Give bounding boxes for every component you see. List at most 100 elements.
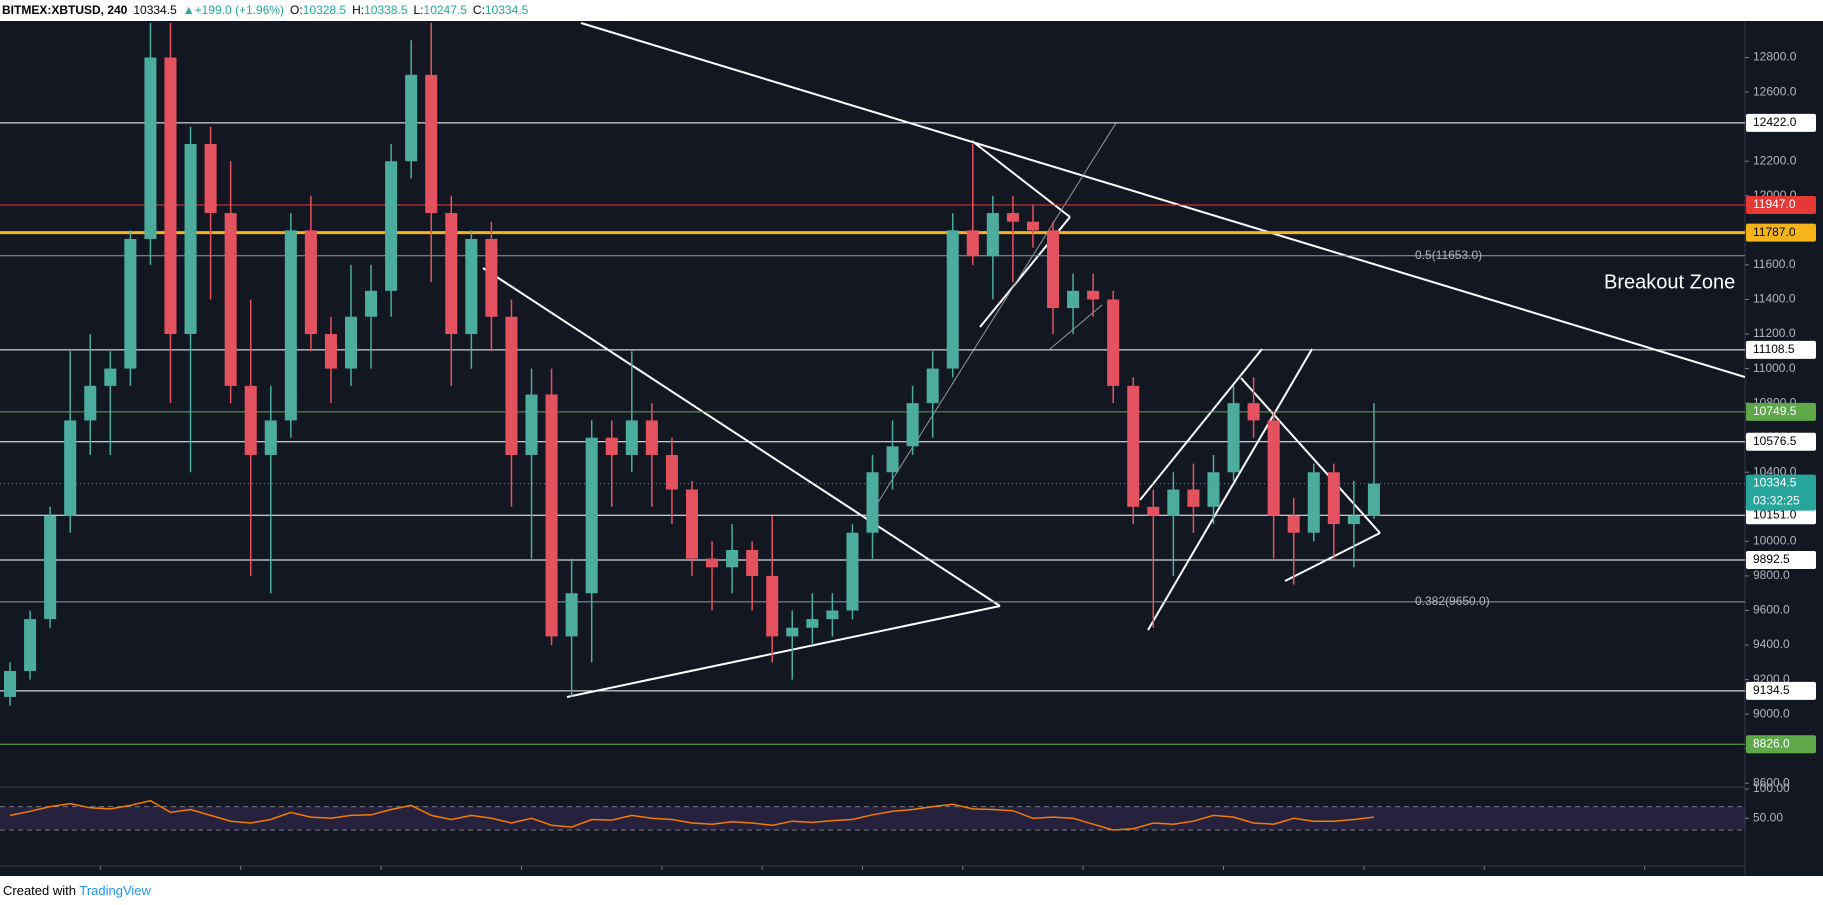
x-tick-label: 27: [756, 874, 770, 876]
candle-body: [826, 610, 839, 620]
candle-body: [344, 316, 358, 369]
x-tick-label: 15: [515, 874, 529, 876]
level-label-box: [1746, 735, 1816, 754]
fib-label: 0.5(11653.0): [1415, 248, 1482, 262]
fib-label: 0.382(9650.0): [1415, 594, 1490, 608]
last-price-box: [1746, 474, 1816, 511]
level-label-box: [1746, 402, 1816, 421]
brand: TradingView: [79, 883, 151, 898]
candle-body: [746, 550, 759, 576]
candle-body: [284, 230, 297, 421]
level-label: 10576.5: [1753, 434, 1797, 448]
created-with: Created with: [3, 883, 76, 898]
candle-body: [1167, 489, 1180, 516]
change-text: +199.0 (+1.96%): [194, 3, 285, 17]
level-label-box: [1746, 113, 1816, 132]
candle-body: [204, 143, 217, 214]
marks: 8600.08800.09000.09200.09400.09600.09800…: [0, 23, 1816, 876]
candle-body: [84, 385, 97, 421]
y-tick-label: 9400.0: [1753, 637, 1790, 651]
trendline: [482, 267, 1001, 607]
x-tick-label: 24: [94, 874, 108, 876]
candle-body: [385, 161, 398, 291]
candle-body: [4, 670, 17, 697]
candle-body: [525, 394, 538, 455]
candle-body: [164, 57, 177, 335]
level-label: 9892.5: [1753, 552, 1790, 566]
footer: Created with TradingView: [0, 876, 1823, 905]
price-pane: [0, 23, 1745, 745]
countdown: 03:32:25: [1753, 494, 1800, 508]
symbol: BITMEX:XBTUSD, 240: [2, 3, 128, 17]
candle-body: [405, 74, 418, 162]
y-tick-label: 12600.0: [1753, 84, 1797, 98]
annotation: Breakout Zone: [1604, 271, 1735, 293]
header: BITMEX:XBTUSD, 240 10334.5 ▲+199.0 (+1.9…: [0, 0, 1823, 21]
x-tick-label: 8: [378, 874, 385, 876]
level-label: 11947.0: [1753, 197, 1796, 211]
candle-body: [1367, 483, 1380, 516]
up-arrow: ▲: [182, 3, 195, 17]
candle-body: [1026, 221, 1039, 231]
candle-body: [1107, 299, 1120, 386]
candle-body: [365, 290, 378, 317]
candle-body: [585, 437, 598, 594]
ohlc: C:10334.5: [473, 0, 528, 21]
level-label: 11787.0: [1753, 225, 1796, 239]
level-label-box: [1746, 681, 1816, 700]
candle-body: [846, 532, 859, 611]
x-tick-label: 22: [655, 874, 669, 876]
candle-body: [1327, 472, 1340, 525]
x-tick-label: 12: [1076, 874, 1090, 876]
level-label-box: [1746, 195, 1816, 214]
candle-body: [1347, 515, 1360, 525]
trendline: [580, 22, 1745, 378]
chart: 8600.08800.09000.09200.09400.09600.09800…: [0, 21, 1823, 876]
candle-body: [706, 558, 719, 568]
trendline: [1284, 532, 1381, 582]
candle-body: [505, 316, 518, 455]
candle-body: [124, 238, 137, 369]
x-tick-label: 26: [1357, 874, 1371, 876]
candle-body: [64, 420, 77, 516]
y-tick-label: 9600.0: [1753, 603, 1790, 617]
candle-body: [244, 385, 257, 455]
x-tick-label: Aug: [852, 874, 873, 876]
candle-body: [986, 213, 999, 257]
ohlc: O:10328.5: [290, 0, 346, 21]
ohlc: L:10247.5: [414, 0, 467, 21]
y-tick-label: 10000.0: [1753, 534, 1797, 548]
level-label: 10151.0: [1753, 507, 1797, 521]
trendline: [971, 140, 1071, 218]
candle-body: [1006, 213, 1019, 222]
y-tick-label: 11600.0: [1753, 257, 1796, 271]
level-label: 11108.5: [1753, 342, 1795, 356]
last-price: 10334.5: [133, 3, 177, 17]
trendline: [566, 605, 1001, 698]
candle-body: [24, 619, 37, 671]
ohlc-label: L:: [413, 3, 424, 17]
candle-body: [1267, 420, 1280, 516]
candle-body: [425, 74, 438, 214]
candle-body: [766, 575, 779, 637]
ohlc-value: 10334.5: [484, 3, 529, 17]
candle-body: [1307, 472, 1320, 533]
level-label: 8826.0: [1753, 736, 1790, 750]
candle-body: [1207, 472, 1220, 507]
level-label-box: [1746, 550, 1816, 569]
level-label-box: [1746, 432, 1816, 451]
level-label-box: [1746, 340, 1816, 359]
candle-body: [144, 57, 157, 239]
rsi-tick-label: 100.00: [1753, 781, 1790, 795]
trendline: [1240, 377, 1381, 534]
candle-body: [1187, 489, 1200, 507]
candle-body: [866, 472, 879, 533]
level-label: 9134.5: [1753, 683, 1790, 697]
change: ▲+199.0 (+1.96%): [183, 0, 284, 21]
y-tick-label: 12200.0: [1753, 153, 1797, 167]
candle-body: [1127, 385, 1140, 507]
candle-body: [685, 489, 698, 559]
candle-body: [465, 238, 478, 335]
candle-body: [645, 420, 658, 455]
ohlc-value: 10328.5: [302, 3, 347, 17]
